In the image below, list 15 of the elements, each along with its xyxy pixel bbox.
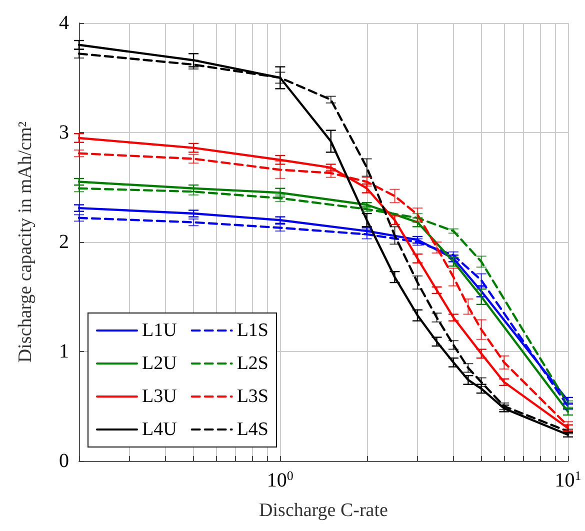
- legend-label: L1S: [236, 320, 269, 341]
- y-axis-title: Discharge capacity in mAh/cm²: [15, 121, 36, 363]
- legend-label: L4U: [142, 419, 178, 440]
- x-axis-title: Discharge C-rate: [259, 500, 388, 521]
- legend-label: L2U: [142, 353, 178, 374]
- y-tick-label: 2: [59, 231, 69, 253]
- y-tick-label: 3: [59, 122, 69, 144]
- y-tick-label: 4: [59, 12, 69, 34]
- y-tick-label: 0: [59, 450, 69, 472]
- legend-label: L3U: [142, 386, 178, 407]
- legend-label: L2S: [236, 353, 269, 374]
- legend-label: L1U: [142, 320, 178, 341]
- y-tick-label: 1: [59, 340, 69, 362]
- legend-label: L4S: [236, 419, 269, 440]
- legend-label: L3S: [236, 386, 269, 407]
